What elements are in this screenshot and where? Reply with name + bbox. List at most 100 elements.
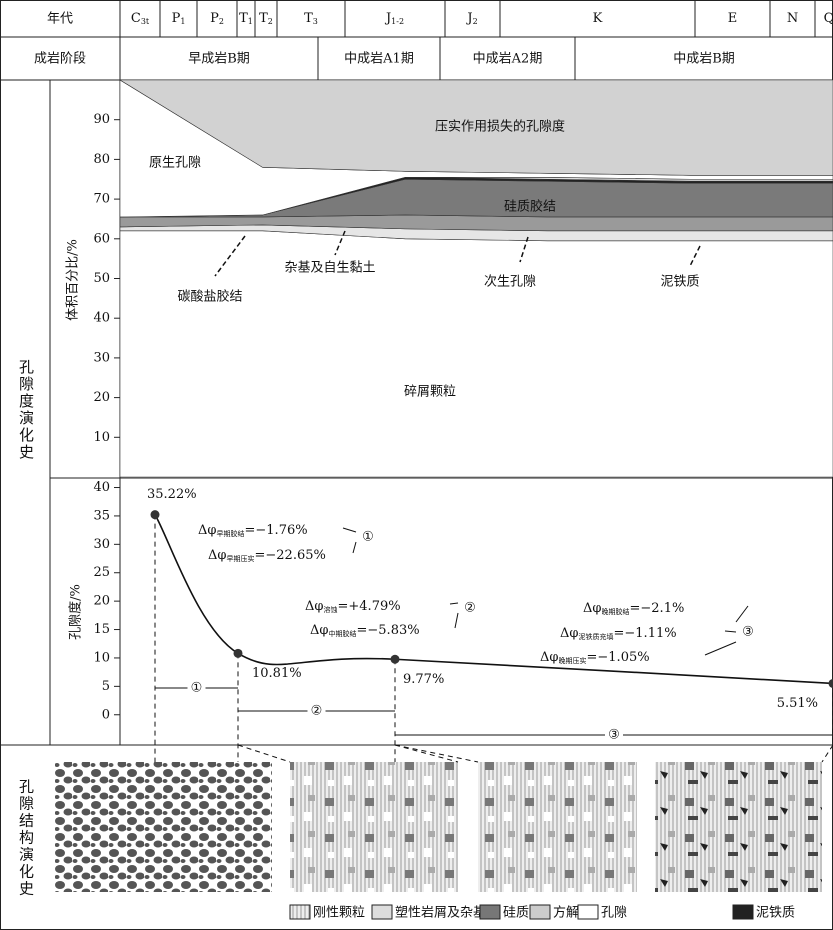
era-label: E	[728, 11, 738, 26]
era-label-main: J	[465, 11, 472, 26]
annotation: Δφ早期压实=−22.65%	[208, 548, 326, 564]
era-label-main: P	[172, 11, 181, 26]
era-label-main: Q	[824, 11, 833, 26]
annotation-value: =+4.79%	[338, 599, 401, 614]
annotation-marker: ③	[742, 625, 754, 640]
side-label: 孔隙结构演化史	[17, 779, 35, 898]
annotation-connector	[724, 630, 737, 633]
y-tick-label: 20	[93, 390, 110, 405]
era-label: C3t	[131, 11, 150, 27]
legend-label: 硅质	[503, 906, 529, 921]
annotation-connector	[454, 612, 459, 629]
annotation-sub: 晚期胶结	[602, 607, 630, 616]
y-tick-label: 30	[93, 537, 110, 552]
annotation-main: Δφ	[540, 650, 559, 665]
era-label-main: E	[728, 11, 738, 26]
data-point	[390, 654, 400, 664]
stage-label: 中成岩A2期	[473, 52, 543, 67]
value-label: 5.51%	[777, 696, 818, 711]
data-point	[150, 510, 160, 520]
era-label-main: T	[304, 11, 313, 26]
value-label: 35.22%	[147, 487, 197, 502]
era-label-sub: 3t	[141, 17, 150, 26]
texture-image	[478, 762, 637, 892]
legend-swatch	[289, 904, 311, 920]
side-label: 孔隙度演化史	[17, 359, 35, 461]
era-label-main: T	[239, 11, 248, 26]
pointer	[519, 236, 529, 263]
annotation: Δφ晚期胶结=−2.1%	[583, 601, 684, 617]
area-label: 碎屑颗粒	[404, 385, 456, 400]
legend-swatch	[529, 904, 551, 920]
annotation-value: =−2.1%	[630, 601, 685, 616]
era-label: J2	[465, 11, 477, 27]
era-label-sub: 2	[473, 17, 478, 26]
annotation-main: Δφ	[198, 523, 217, 538]
pointer	[214, 235, 246, 277]
era-label-main: N	[787, 11, 798, 26]
texture-image	[290, 762, 458, 892]
era-label-sub: 1	[180, 17, 185, 26]
phase-label-bg	[605, 727, 623, 743]
y-tick-label: 5	[102, 679, 110, 694]
legend-swatch	[577, 904, 599, 920]
y-tick-label: 10	[93, 430, 110, 445]
area-label: 原生孔隙	[149, 156, 201, 171]
annotation: Δφ早期胶结=−1.76%	[198, 523, 308, 539]
y-tick-label: 10	[93, 650, 110, 665]
y-axis-title: 孔隙度/%	[68, 584, 84, 640]
annotation-main: Δφ	[310, 623, 329, 638]
data-point	[233, 648, 243, 658]
annotation: Δφ中期胶结=−5.83%	[310, 623, 420, 639]
era-label: J1-2	[384, 11, 404, 27]
annotation-value: =−5.83%	[357, 623, 420, 638]
link-line	[237, 744, 291, 763]
texture-image	[55, 762, 272, 892]
annotation: Δφ溶蚀=+4.79%	[305, 599, 401, 615]
annotation-sub: 晚期压实	[559, 656, 587, 665]
annotation-sub: 溶蚀	[324, 605, 338, 614]
area-band	[119, 230, 833, 478]
value-label: 9.77%	[403, 672, 444, 687]
era-label: T1	[239, 11, 253, 27]
link-line	[394, 744, 459, 763]
y-tick-label: 80	[93, 152, 110, 167]
y-tick-label: 35	[93, 508, 110, 523]
legend-swatch	[479, 904, 501, 920]
era-label-main: K	[593, 11, 603, 26]
stage-label: 早成岩B期	[188, 52, 250, 67]
legend-label: 泥铁质	[756, 906, 795, 921]
era-label-sub: 3	[313, 17, 318, 26]
annotation-sub: 泥铁质充填	[579, 632, 614, 641]
era-label-sub: 1	[248, 17, 253, 26]
stage-label: 成岩阶段	[34, 52, 86, 67]
y-tick-label: 40	[93, 311, 110, 326]
annotation-value: =−1.05%	[587, 650, 650, 665]
annotation-connector	[704, 641, 737, 656]
y-tick-label: 90	[93, 112, 110, 127]
y-tick-label: 20	[93, 594, 110, 609]
legend-label: 孔隙	[601, 906, 627, 921]
era-label-sub: 1-2	[391, 17, 404, 26]
era-label: T3	[304, 11, 318, 27]
value-label: 10.81%	[252, 666, 302, 681]
porosity-curve	[154, 514, 833, 685]
annotation-main: Δφ	[583, 601, 602, 616]
stage-label: 中成岩A1期	[344, 52, 414, 67]
y-tick-label: 40	[93, 480, 110, 495]
pointer	[334, 230, 346, 256]
annotation-connector	[735, 605, 749, 623]
legend-swatch	[732, 904, 754, 920]
era-label-main: T	[259, 11, 268, 26]
area-label: 硅质胶结	[504, 199, 556, 215]
era-label: N	[787, 11, 798, 26]
texture-image	[655, 762, 822, 892]
annotation-value: =−22.65%	[255, 548, 326, 563]
legend-label: 刚性颗粒	[313, 906, 365, 921]
era-label: P2	[210, 11, 224, 27]
annotation-marker: ②	[464, 601, 476, 616]
era-label-main: C	[131, 11, 141, 26]
annotation: Δφ泥铁质充填=−1.11%	[560, 626, 677, 642]
era-label: T2	[259, 11, 273, 27]
